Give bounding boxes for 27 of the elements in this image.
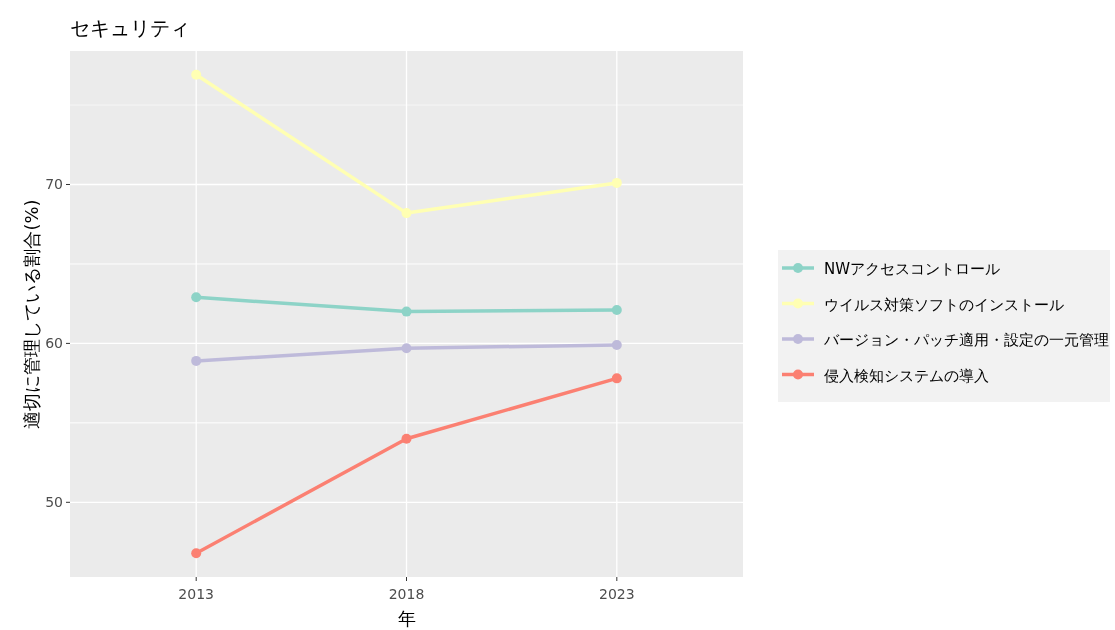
point — [191, 355, 202, 366]
point — [401, 343, 412, 354]
legend-item: バージョン・パッチ適用・設定の一元管理 — [782, 331, 1109, 349]
legend-label: 侵入検知システムの導入 — [824, 366, 989, 385]
point — [401, 433, 412, 444]
point — [191, 292, 202, 303]
y-tick-label: 60 — [45, 335, 63, 352]
chart-title: セキュリティ — [70, 16, 190, 40]
x-tick-label: 2023 — [598, 586, 635, 602]
x-axis-title: 年 — [397, 608, 416, 629]
x-tick-label: 2013 — [178, 586, 215, 602]
point — [611, 373, 622, 384]
legend-item: ウイルス対策ソフトのインストール — [782, 295, 1064, 314]
x-tick-label: 2018 — [388, 586, 425, 602]
point — [191, 69, 202, 80]
legend-item: NWアクセスコントロール — [782, 260, 1001, 278]
point — [611, 305, 622, 316]
y-tick-label: 70 — [45, 176, 63, 193]
y-tick-label: 50 — [45, 494, 63, 511]
point — [611, 339, 622, 350]
point — [401, 208, 412, 219]
point — [611, 177, 622, 188]
legend-label: NWアクセスコントロール — [824, 260, 1001, 278]
legend-item: 侵入検知システムの導入 — [782, 366, 989, 385]
y-axis-title: 適切に管理している割合(%) — [21, 199, 42, 429]
point — [191, 548, 202, 559]
point — [401, 306, 412, 317]
